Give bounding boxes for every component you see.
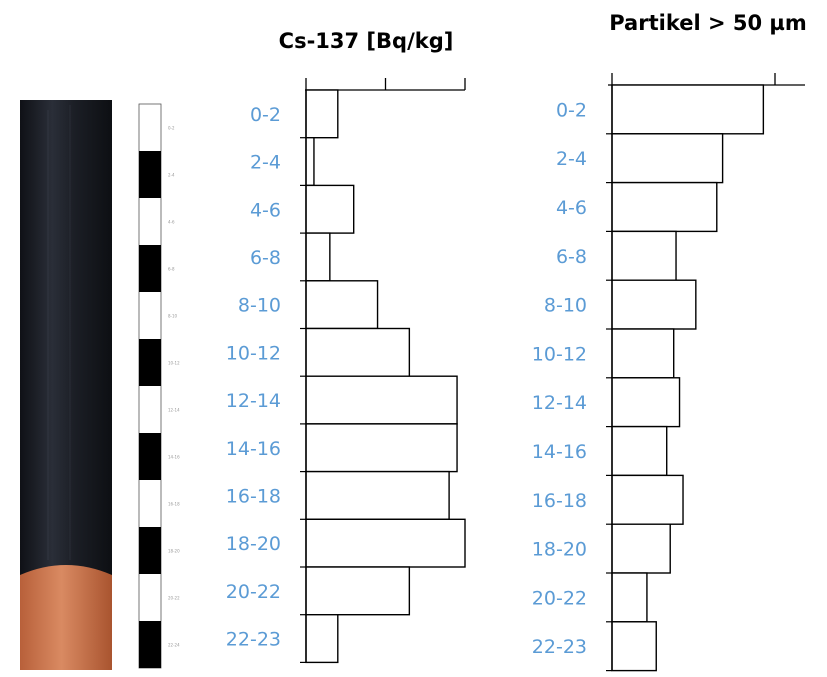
chart-1: Cs-137 [Bq/kg] 0-2 2-4 4-6 6-8 8-10 10-12 12-14… — [226, 29, 466, 664]
ruler-label: 8-10 — [168, 314, 178, 319]
chart-title: Cs-137 [Bq/kg] — [279, 29, 454, 53]
ruler-block — [139, 339, 161, 386]
depth-label: 18-20 — [226, 533, 281, 555]
depth-label: 2-4 — [250, 152, 281, 174]
ruler-block — [139, 151, 161, 198]
bar — [611, 377, 681, 428]
bar — [611, 230, 677, 281]
bar — [611, 523, 671, 574]
depth-label: 8-10 — [238, 295, 281, 317]
ruler-label: 10-12 — [168, 361, 180, 366]
ruler-block — [139, 245, 161, 292]
depth-label: 18-20 — [532, 539, 587, 561]
ruler-label: 22-24 — [168, 643, 180, 648]
depth-label: 16-18 — [532, 490, 587, 512]
ruler-label: 18-20 — [168, 549, 180, 554]
charts: Cs-137 [Bq/kg] 0-2 2-4 4-6 6-8 8-10 10-12 12-14… — [226, 11, 807, 672]
bar — [305, 423, 458, 473]
bar — [611, 279, 697, 330]
ruler-label: 12-14 — [168, 408, 180, 413]
depth-label: 12-14 — [532, 392, 587, 414]
ruler-label: 6-8 — [168, 267, 175, 272]
depth-label: 22-23 — [532, 636, 587, 658]
bar — [305, 280, 379, 330]
depth-label: 6-8 — [250, 247, 281, 269]
ruler-label: 2-4 — [168, 173, 175, 178]
bar — [305, 375, 458, 425]
depth-label: 20-22 — [226, 581, 281, 603]
depth-label: 4-6 — [250, 199, 281, 221]
depth-label: 0-2 — [250, 104, 281, 126]
bar — [305, 136, 315, 187]
bar — [611, 474, 684, 525]
bar — [611, 133, 724, 184]
bar — [305, 89, 339, 139]
bar — [611, 181, 718, 233]
depth-label: 10-12 — [532, 343, 587, 365]
bar — [305, 566, 411, 616]
ruler-label: 14-16 — [168, 455, 180, 460]
bar — [305, 327, 411, 377]
bar — [611, 425, 668, 477]
bar — [305, 518, 466, 568]
ruler-block — [139, 433, 161, 480]
depth-label: 22-23 — [226, 629, 281, 651]
ruler-label: 16-18 — [168, 502, 180, 507]
depth-label: 14-16 — [226, 438, 281, 460]
depth-label: 16-18 — [226, 485, 281, 507]
depth-label: 10-12 — [226, 342, 281, 364]
chart-2: Partikel > 50 µm 0-2 2-4 4-6 6-8 8-10 10-12 12-… — [532, 11, 807, 672]
depth-label: 4-6 — [556, 197, 587, 219]
depth-label: 6-8 — [556, 246, 587, 268]
depth-label: 14-16 — [532, 441, 587, 463]
depth-label: 20-22 — [532, 587, 587, 609]
ruler-label: 20-22 — [168, 596, 180, 601]
depth-label: 0-2 — [556, 99, 587, 121]
ruler-label: 4-6 — [168, 220, 175, 225]
depth-label: 2-4 — [556, 148, 587, 170]
depth-scale-ruler — [138, 103, 162, 669]
bar — [611, 328, 675, 379]
bar — [305, 184, 355, 234]
bar — [305, 614, 339, 664]
chart-title: Partikel > 50 µm — [609, 11, 807, 35]
depth-scale-labels: 0-2 2-4 4-6 6-8 8-10 10-12 12-14 14-16 16-18 18-2… — [168, 126, 180, 648]
bar — [611, 621, 657, 672]
bar — [305, 232, 331, 282]
ruler-block — [139, 527, 161, 574]
sediment-core-photo — [20, 100, 112, 670]
depth-label: 8-10 — [544, 295, 587, 317]
bar — [611, 572, 648, 623]
depth-label: 12-14 — [226, 390, 281, 412]
ruler-block — [139, 621, 161, 668]
bar — [305, 470, 450, 521]
ruler-label: 0-2 — [168, 126, 175, 131]
bar — [611, 84, 765, 135]
